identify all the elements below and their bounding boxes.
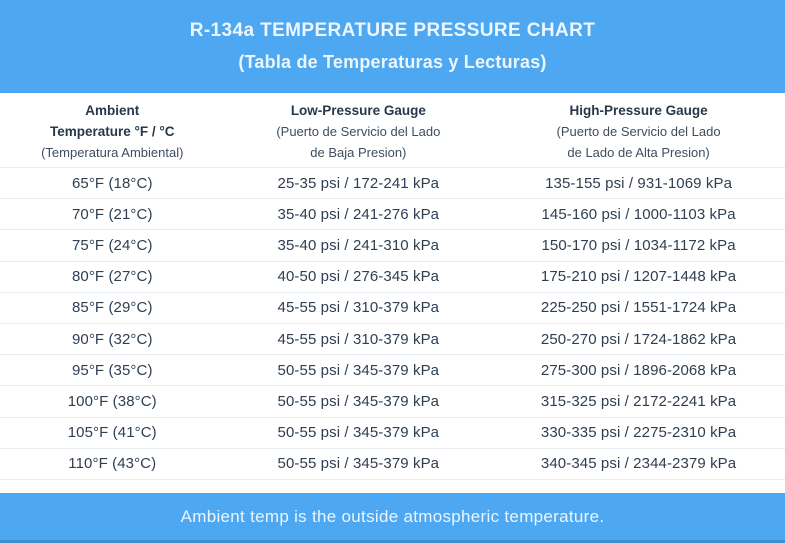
cell-high-pressure-gauge: 315-325 psi / 2172-2241 kPa [540,392,737,410]
cell-ambient-temperature: 70°F (21°C) [71,205,153,223]
column-header-ambient-temperature: Ambient Temperature °F / °C (Temperatura… [0,100,225,163]
chart-title: R-134a TEMPERATURE PRESSURE CHART [189,20,596,41]
column-header-line: High-Pressure Gauge [569,103,708,118]
table-row: 75°F (24°C) 35-40 psi / 241-310 kPa 150-… [0,230,785,262]
column-header-subline: (Puerto de Servicio del Lado [276,124,441,139]
chart-header-banner: R-134a TEMPERATURE PRESSURE CHART (Tabla… [0,0,785,93]
cell-low-pressure-gauge: 35-40 psi / 241-310 kPa [277,236,440,254]
cell-ambient-temperature: 80°F (27°C) [71,268,153,286]
cell-low-pressure-gauge: 25-35 psi / 172-241 kPa [277,174,440,192]
cell-ambient-temperature: 110°F (43°C) [68,455,157,473]
cell-low-pressure-gauge: 50-55 psi / 345-379 kPa [277,361,440,379]
cell-low-pressure-gauge: 45-55 psi / 310-379 kPa [277,330,440,348]
cell-high-pressure-gauge: 340-345 psi / 2344-2379 kPa [540,455,737,473]
cell-high-pressure-gauge: 175-210 psi / 1207-1448 kPa [540,268,737,286]
cell-high-pressure-gauge: 250-270 psi / 1724-1862 kPa [540,330,737,348]
column-header-line: Temperature °F / °C [49,124,175,139]
cell-high-pressure-gauge: 150-170 psi / 1034-1172 kPa [541,236,736,254]
cell-low-pressure-gauge: 50-55 psi / 345-379 kPa [277,392,440,410]
table-row: 85°F (29°C) 45-55 psi / 310-379 kPa 225-… [0,293,785,324]
footer-note: Ambient temp is the outside atmospheric … [180,506,605,526]
cell-ambient-temperature: 90°F (32°C) [71,330,153,348]
table-row: 65°F (18°C) 25-35 psi / 172-241 kPa 135-… [0,168,785,200]
column-header-subline: (Puerto de Servicio del Lado [556,124,721,139]
cell-low-pressure-gauge: 50-55 psi / 345-379 kPa [277,455,440,473]
column-header-subline: de Lado de Alta Presion) [567,145,710,160]
cell-ambient-temperature: 65°F (18°C) [71,174,153,192]
cell-ambient-temperature: 75°F (24°C) [71,236,153,254]
cell-ambient-temperature: 95°F (35°C) [71,361,153,379]
cell-high-pressure-gauge: 275-300 psi / 1896-2068 kPa [540,361,737,379]
table-row: 100°F (38°C) 50-55 psi / 345-379 kPa 315… [0,386,785,418]
table-row: 110°F (43°C) 50-55 psi / 345-379 kPa 340… [0,449,785,480]
cell-high-pressure-gauge: 225-250 psi / 1551-1724 kPa [540,299,737,317]
table-row: 70°F (21°C) 35-40 psi / 241-276 kPa 145-… [0,199,785,231]
cell-low-pressure-gauge: 50-55 psi / 345-379 kPa [277,424,440,442]
column-header-subline: de Baja Presion) [310,145,407,160]
cell-ambient-temperature: 105°F (41°C) [67,424,157,442]
cell-high-pressure-gauge: 135-155 psi / 931-1069 kPa [545,174,733,192]
column-header-low-pressure-gauge: Low-Pressure Gauge (Puerto de Servicio d… [225,100,493,163]
table-header-row: Ambient Temperature °F / °C (Temperatura… [0,93,785,168]
table-row: 80°F (27°C) 40-50 psi / 276-345 kPa 175-… [0,262,785,293]
column-header-line: Ambient [85,103,140,118]
cell-low-pressure-gauge: 45-55 psi / 310-379 kPa [277,299,440,317]
table-row: 90°F (32°C) 45-55 psi / 310-379 kPa 250-… [0,324,785,356]
chart-footer-banner: Ambient temp is the outside atmospheric … [0,493,785,543]
cell-high-pressure-gauge: 330-335 psi / 2275-2310 kPa [540,424,737,442]
column-header-subline: (Temperatura Ambiental) [41,145,184,160]
column-header-line: Low-Pressure Gauge [290,103,426,118]
cell-low-pressure-gauge: 40-50 psi / 276-345 kPa [277,268,440,286]
cell-ambient-temperature: 100°F (38°C) [67,392,157,410]
cell-high-pressure-gauge: 145-160 psi / 1000-1103 kPa [541,205,736,223]
chart-subtitle: (Tabla de Temperaturas y Lecturas) [238,52,547,72]
column-header-high-pressure-gauge: High-Pressure Gauge (Puerto de Servicio … [492,100,785,163]
table-row: 105°F (41°C) 50-55 psi / 345-379 kPa 330… [0,418,785,449]
cell-low-pressure-gauge: 35-40 psi / 241-276 kPa [277,205,440,223]
table-row: 95°F (35°C) 50-55 psi / 345-379 kPa 275-… [0,355,785,387]
table-body: 65°F (18°C) 25-35 psi / 172-241 kPa 135-… [0,168,785,480]
cell-ambient-temperature: 85°F (29°C) [71,299,153,317]
